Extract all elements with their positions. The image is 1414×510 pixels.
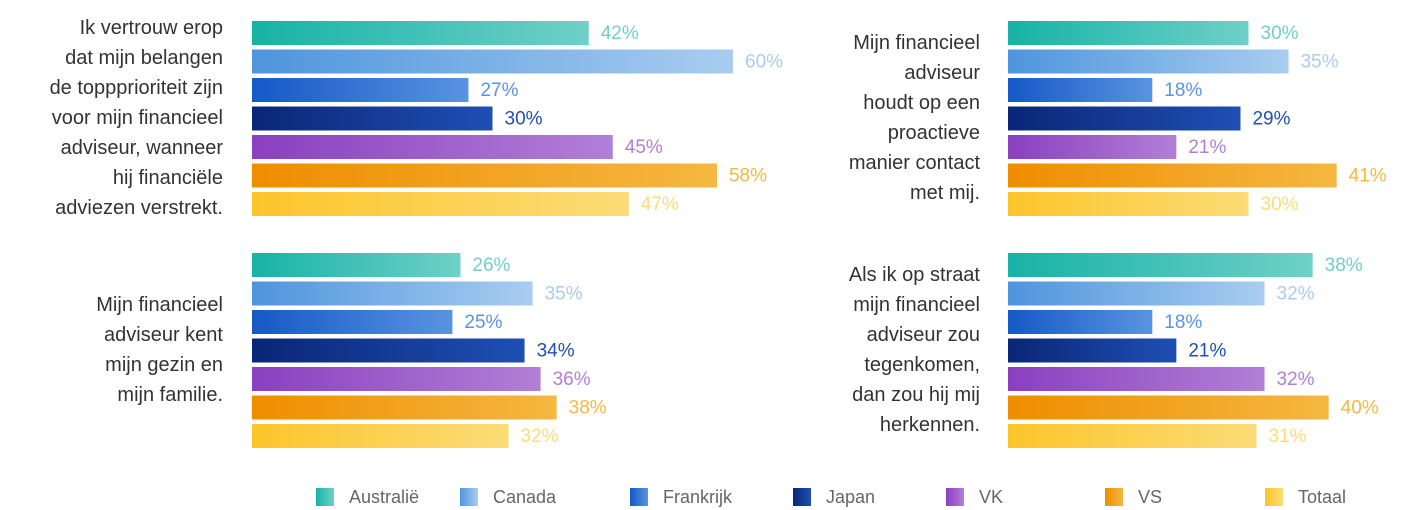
bar [1008, 253, 1313, 277]
legend-swatch [946, 488, 964, 506]
value-label: 31% [1269, 426, 1307, 447]
panel-title-line: Ik vertrouw erop [80, 17, 223, 39]
legend-swatch [460, 488, 478, 506]
value-label: 18% [1164, 312, 1202, 333]
bar [1008, 310, 1153, 334]
value-label: 30% [1261, 23, 1299, 44]
value-label: 35% [1301, 52, 1339, 73]
legend-label: Australië [349, 487, 419, 507]
legend-swatch [1105, 488, 1123, 506]
bar [1008, 395, 1329, 420]
bar [1008, 163, 1337, 188]
legend-swatch [630, 488, 648, 506]
value-label: 58% [729, 166, 767, 187]
bar [1008, 192, 1249, 216]
value-label: 21% [1188, 341, 1226, 362]
bar [252, 395, 557, 420]
value-label: 36% [553, 369, 591, 390]
bar [252, 106, 493, 131]
value-label: 32% [1277, 284, 1315, 305]
value-label: 27% [480, 80, 518, 101]
bar [1008, 424, 1257, 448]
legend-swatch [1265, 488, 1283, 506]
value-label: 25% [464, 312, 502, 333]
panel-title-line: adviseur zou [867, 324, 980, 346]
bar [1008, 78, 1153, 102]
legend-label: Canada [493, 487, 557, 507]
value-label: 60% [745, 52, 783, 73]
panel-title-line: herkennen. [880, 414, 980, 436]
bar [252, 253, 461, 277]
bar [1008, 338, 1177, 363]
value-label: 29% [1252, 109, 1290, 130]
value-label: 32% [521, 426, 559, 447]
panel-title-line: adviseur, wanneer [61, 137, 224, 159]
panel-title-line: Mijn financieel [96, 294, 223, 316]
bar [1008, 135, 1177, 159]
panel-title-line: Mijn financieel [853, 32, 980, 54]
panel-title-line: met mij. [910, 182, 980, 204]
panel-title-line: dan zou hij mij [852, 384, 980, 406]
panel-title-line: manier contact [849, 152, 981, 174]
panel-title-line: houdt op een [863, 92, 980, 114]
legend-swatch [316, 488, 334, 506]
panel-title-line: mijn familie. [117, 384, 223, 406]
legend-label: VK [979, 487, 1003, 507]
bar [1008, 281, 1265, 306]
value-label: 32% [1277, 369, 1315, 390]
panel-title-line: voor mijn financieel [52, 107, 223, 129]
legend-label: Totaal [1298, 487, 1346, 507]
panel-title-line: de toppprioriteit zijn [50, 77, 223, 99]
value-label: 34% [537, 341, 575, 362]
panel-title-line: mijn financieel [853, 294, 980, 316]
bar [252, 281, 533, 306]
bar [252, 367, 541, 391]
value-label: 26% [472, 255, 510, 276]
bar [1008, 49, 1289, 74]
bar [252, 78, 469, 102]
value-label: 38% [1325, 255, 1363, 276]
value-label: 40% [1341, 398, 1379, 419]
value-label: 18% [1164, 80, 1202, 101]
value-label: 41% [1349, 166, 1387, 187]
value-label: 21% [1188, 137, 1226, 158]
bar [252, 338, 525, 363]
bar [1008, 106, 1241, 131]
legend-label: Frankrijk [663, 487, 733, 507]
bar [252, 192, 629, 216]
panel-title-line: dat mijn belangen [65, 47, 223, 69]
value-label: 35% [545, 284, 583, 305]
value-label: 30% [1261, 194, 1299, 215]
value-label: 42% [601, 23, 639, 44]
bar [252, 49, 733, 74]
bar [252, 135, 613, 159]
panel-title-line: proactieve [888, 122, 980, 144]
bar [252, 163, 717, 188]
bar [1008, 21, 1249, 45]
value-label: 30% [505, 109, 543, 130]
panel-title-line: tegenkomen, [864, 354, 980, 376]
legend-swatch [793, 488, 811, 506]
value-label: 47% [641, 194, 679, 215]
panel-title-line: mijn gezin en [105, 354, 223, 376]
bar [1008, 367, 1265, 391]
panel-title-line: adviseur kent [104, 324, 223, 346]
value-label: 45% [625, 137, 663, 158]
panel-title-line: adviezen verstrekt. [55, 197, 223, 219]
panel-title-line: hij financiële [113, 167, 223, 189]
legend-label: VS [1138, 487, 1162, 507]
bar [252, 424, 509, 448]
legend-label: Japan [826, 487, 875, 507]
panel-title-line: Als ik op straat [849, 264, 981, 286]
bar [252, 310, 453, 334]
value-label: 38% [569, 398, 607, 419]
panel-title-line: adviseur [904, 62, 980, 84]
bar [252, 21, 589, 45]
